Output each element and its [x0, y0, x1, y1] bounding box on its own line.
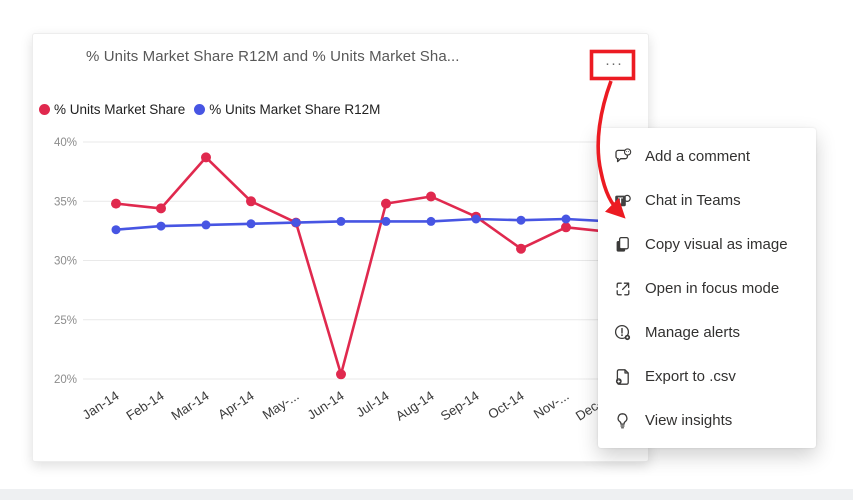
x-tick-label: Sep-14 [438, 388, 482, 424]
menu-item-label: View insights [645, 411, 733, 429]
menu-item-manage-alerts[interactable]: Manage alerts [598, 310, 816, 354]
y-tick-label: 40% [54, 137, 77, 149]
data-point[interactable] [426, 216, 436, 226]
data-point[interactable] [561, 214, 571, 224]
menu-item-label: Manage alerts [645, 323, 741, 341]
data-point[interactable] [111, 198, 121, 209]
data-point[interactable] [111, 225, 121, 235]
data-point[interactable] [381, 216, 391, 226]
menu-item-label: Chat in Teams [645, 191, 741, 209]
legend-dot-red [39, 104, 50, 115]
data-point[interactable] [201, 152, 211, 163]
series-line [115, 217, 612, 231]
legend-label: % Units Market Share [54, 102, 186, 117]
chart-legend: % Units Market Share % Units Market Shar… [39, 102, 380, 117]
data-point[interactable] [246, 196, 256, 207]
menu-item-copy-visual-as-image[interactable]: Copy visual as image [598, 222, 816, 266]
data-point[interactable] [246, 219, 256, 229]
x-tick-label: Mar-14 [168, 388, 211, 423]
x-tick-label: May-... [260, 388, 302, 423]
svg-text:T: T [618, 195, 624, 205]
report-visual-card: % Units Market Share R12M and % Units Ma… [32, 33, 649, 462]
legend-dot-blue [194, 104, 206, 115]
data-point[interactable] [156, 221, 166, 231]
teams-icon: T [615, 194, 631, 206]
x-tick-label: Feb-14 [123, 388, 166, 423]
menu-item-label: Add a comment [645, 147, 751, 165]
y-tick-label: 30% [54, 256, 77, 268]
data-point[interactable] [156, 203, 166, 214]
menu-item-label: Open in focus mode [645, 279, 780, 297]
data-point[interactable] [336, 216, 346, 226]
x-tick-label: Aug-14 [393, 388, 437, 424]
data-point[interactable] [426, 191, 436, 202]
focus-mode-icon [616, 282, 630, 295]
x-tick-label: Jan-14 [80, 388, 122, 423]
menu-item-label: Copy visual as image [645, 235, 788, 253]
data-point[interactable] [201, 220, 211, 230]
menu-item-view-insights[interactable]: View insights [598, 398, 816, 442]
menu-item-chat-in-teams[interactable]: T Chat in Teams [598, 178, 816, 222]
x-tick-label: Nov-... [531, 388, 572, 422]
menu-item-label: Export to .csv [645, 367, 736, 385]
data-point[interactable] [381, 198, 391, 209]
data-point[interactable] [336, 369, 346, 380]
y-tick-label: 25% [54, 315, 77, 327]
insights-icon [617, 412, 628, 428]
x-tick-label: Jul-14 [353, 388, 391, 420]
copy-icon [616, 236, 629, 252]
visual-title: % Units Market Share R12M and % Units Ma… [86, 48, 460, 65]
page-bottom-strip [0, 489, 853, 500]
data-point[interactable] [516, 243, 526, 254]
x-tick-label: Jun-14 [305, 388, 347, 423]
y-tick-label: 20% [54, 374, 77, 386]
menu-item-export-to-csv[interactable]: Export to .csv [598, 354, 816, 398]
x-tick-label: Apr-14 [215, 388, 256, 422]
legend-item-market-share-r12m[interactable]: % Units Market Share R12M [194, 102, 380, 117]
x-tick-label: Oct-14 [485, 388, 526, 422]
data-point[interactable] [471, 214, 481, 224]
comment-icon [615, 147, 632, 162]
export-csv-icon [615, 368, 629, 385]
legend-item-market-share[interactable]: % Units Market Share [39, 102, 185, 117]
y-tick-label: 35% [54, 196, 77, 208]
visual-options-menu: Add a comment T Chat in Teams Copy visua… [598, 128, 816, 448]
series-line [115, 156, 612, 376]
data-point[interactable] [561, 222, 571, 233]
menu-item-open-in-focus-mode[interactable]: Open in focus mode [598, 266, 816, 310]
data-point[interactable] [291, 218, 301, 228]
menu-item-add-a-comment[interactable]: Add a comment [598, 134, 816, 178]
data-point[interactable] [516, 215, 526, 225]
line-chart: 20% 25% 30% 35% 40% Jan-14 Feb-14 Mar-14 Apr-14 M… [54, 137, 635, 424]
legend-label: % Units Market Share R12M [209, 102, 381, 117]
alerts-icon [614, 324, 631, 340]
